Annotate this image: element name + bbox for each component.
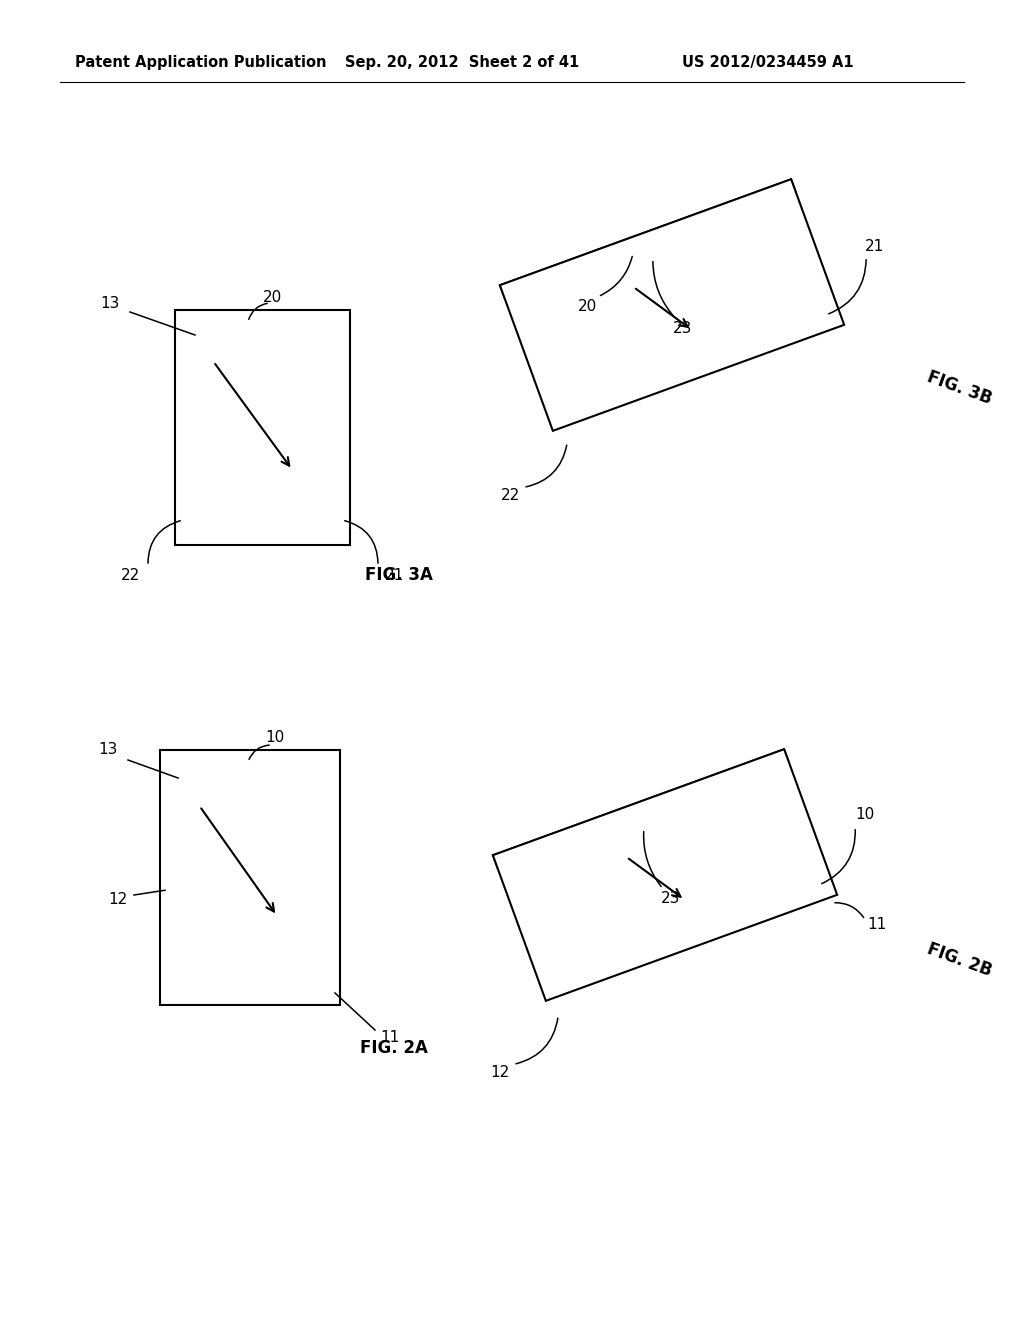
Polygon shape xyxy=(493,750,788,869)
Text: FIG. 2A: FIG. 2A xyxy=(360,1039,428,1057)
Text: 13: 13 xyxy=(98,742,118,758)
Text: 10: 10 xyxy=(265,730,285,746)
Text: 12: 12 xyxy=(490,1065,510,1080)
Text: 11: 11 xyxy=(380,1031,399,1045)
Polygon shape xyxy=(500,180,796,298)
Bar xyxy=(160,750,340,1005)
Text: 22: 22 xyxy=(121,568,139,582)
Text: US 2012/0234459 A1: US 2012/0234459 A1 xyxy=(682,55,854,70)
Bar xyxy=(175,310,350,545)
Text: 10: 10 xyxy=(855,808,874,822)
Text: 11: 11 xyxy=(867,917,887,932)
Polygon shape xyxy=(493,750,838,1001)
Text: 23: 23 xyxy=(662,891,681,907)
Text: FIG. 3A: FIG. 3A xyxy=(365,566,433,583)
Text: 12: 12 xyxy=(109,892,128,908)
Text: 13: 13 xyxy=(100,296,120,310)
Polygon shape xyxy=(500,180,844,430)
Text: Patent Application Publication: Patent Application Publication xyxy=(75,55,327,70)
Text: 20: 20 xyxy=(263,289,283,305)
Text: Sep. 20, 2012  Sheet 2 of 41: Sep. 20, 2012 Sheet 2 of 41 xyxy=(345,55,580,70)
Text: 20: 20 xyxy=(579,300,598,314)
Text: FIG. 3B: FIG. 3B xyxy=(925,368,994,408)
Text: 21: 21 xyxy=(864,239,884,255)
Text: FIG. 2B: FIG. 2B xyxy=(925,940,994,979)
Text: 21: 21 xyxy=(385,568,404,582)
Text: 23: 23 xyxy=(673,321,692,337)
Text: 22: 22 xyxy=(501,488,520,503)
